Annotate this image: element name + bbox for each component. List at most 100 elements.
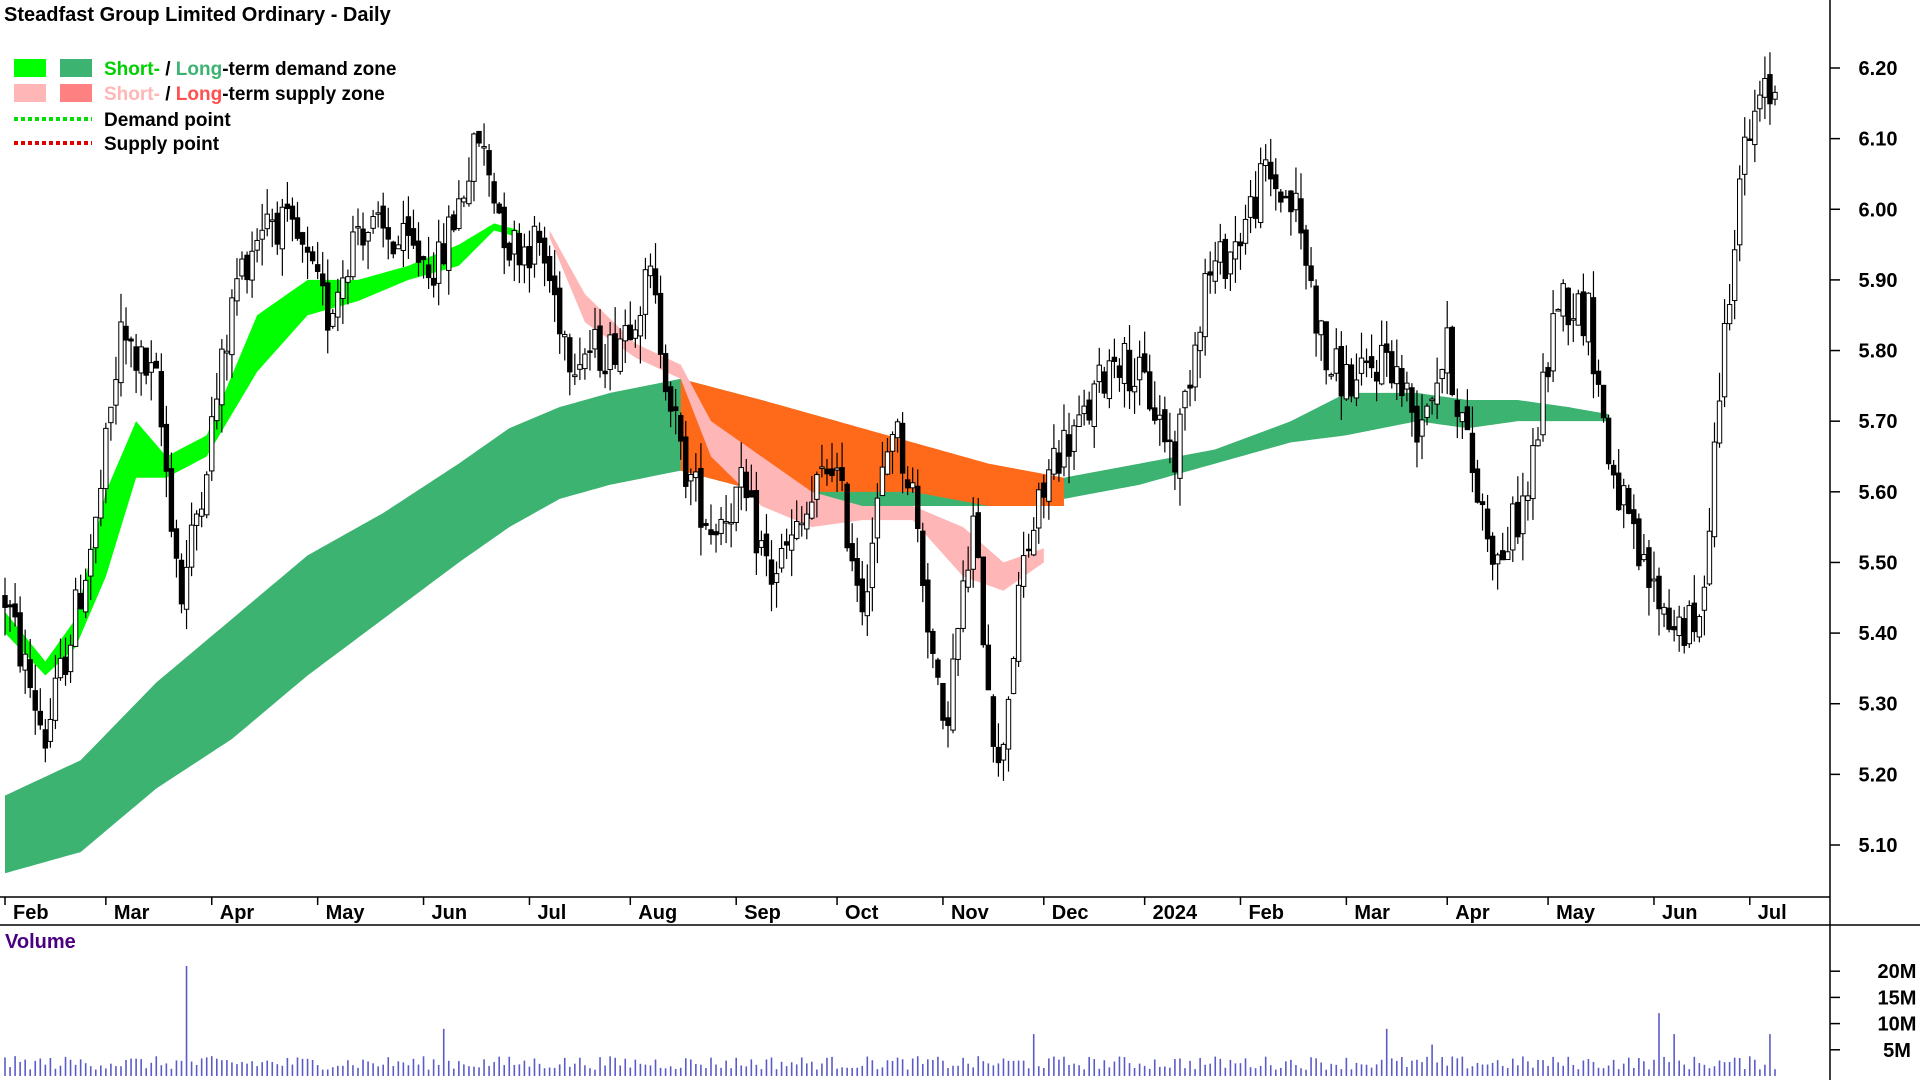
candle [103,422,109,504]
candle [1394,339,1400,401]
candle-body [1716,400,1723,444]
candle-body [1641,554,1647,561]
candle [476,130,482,147]
candle-body [385,227,391,240]
candle [582,348,588,380]
candle-body [909,482,916,489]
month-tick-label: Dec [1052,902,1089,924]
candle [1288,190,1294,236]
candle [214,372,220,430]
candle-body [572,374,578,378]
candle-body [829,468,835,477]
candle-body [1464,406,1471,431]
candle [915,469,921,543]
candle [1237,232,1244,270]
candle [496,201,502,215]
candle [874,483,881,564]
candle-body [365,232,371,242]
candle [995,723,1002,777]
volume-tick-label: 15M [1878,987,1917,1009]
candle [93,516,99,564]
candle-body [1025,548,1032,552]
candle [405,196,412,259]
candle-body [935,659,941,678]
candle-body [27,659,33,689]
candle [723,495,729,544]
legend-supply-zone: Short- / Long-term supply zone [104,84,385,105]
candle [632,319,639,348]
candle-body [1394,366,1400,385]
candle-body [511,230,518,255]
candle [335,278,341,332]
candle-body [420,256,427,261]
candle [1384,321,1390,377]
candle [1247,180,1254,234]
candle [511,220,518,282]
candle-body [1162,409,1168,443]
candle [1061,404,1067,477]
candle [420,255,427,279]
candle [506,241,512,267]
candle-body [1560,283,1566,317]
candle [400,200,407,268]
candle [1686,600,1692,648]
candle [1010,656,1017,695]
candle [642,257,649,340]
candle [1278,188,1284,213]
candle [7,600,13,632]
candle [1525,481,1531,521]
candle [193,510,200,551]
candle-body [274,212,281,245]
candle-body [1252,196,1259,219]
candle [441,223,447,266]
candle [1273,158,1279,211]
candle-body [234,278,240,302]
candle-body [1409,387,1415,413]
candle-body [587,350,593,353]
candle-body [22,653,28,671]
legend-supply-long: Long [176,84,222,105]
candle-body [425,264,432,279]
price-tick-label: 5.30 [1859,694,1898,716]
candle-body [824,468,830,475]
candle [728,503,734,548]
candle-body [168,468,175,532]
candle [1217,223,1223,275]
candle-body [67,644,74,673]
candle-body [728,521,734,525]
chart-title: Steadfast Group Limited Ordinary - Daily [4,4,392,26]
candle-body [1605,417,1612,465]
candle-body [1404,382,1410,390]
candle-body [198,508,205,517]
candle [1046,459,1052,520]
candle [1515,476,1521,544]
candle [430,252,437,298]
candle [12,583,18,627]
candle-body [1414,405,1420,443]
candle [299,231,306,263]
candle-body [834,467,840,471]
candle [1580,273,1587,346]
candle-body [753,490,760,554]
candle-body [1212,260,1218,282]
candle [657,275,664,369]
candle [1051,424,1057,480]
candle-body [1041,482,1047,498]
candle-body [1101,371,1108,394]
candle [748,464,755,498]
candle-body [557,287,563,335]
candle-body [915,485,921,530]
candle-body [1172,441,1178,473]
candle-body [148,362,154,373]
candle [935,657,941,686]
candle [778,533,785,573]
month-tick-label: Feb [1248,902,1284,924]
candle-body [1363,360,1370,364]
candle [909,467,916,493]
candle-body [602,370,608,375]
candle-body [1031,529,1037,556]
candle [546,245,553,293]
candle-body [688,474,694,482]
candle [1484,494,1491,553]
